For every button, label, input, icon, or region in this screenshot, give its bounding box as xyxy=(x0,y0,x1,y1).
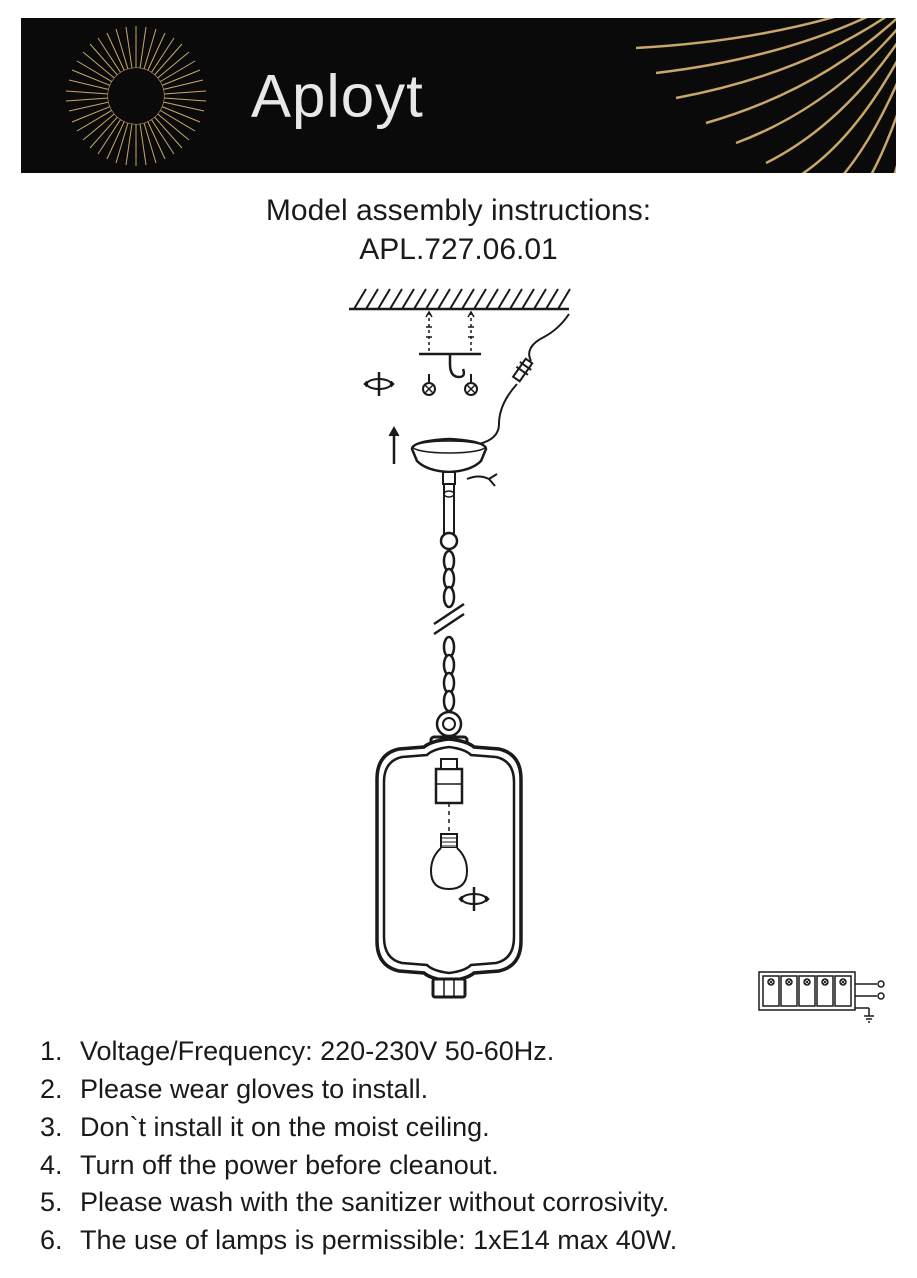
lamp-assembly-svg xyxy=(249,279,669,1039)
sunburst-right-icon xyxy=(636,18,896,173)
assembly-diagram xyxy=(0,279,917,1039)
title-line-1: Model assembly instructions: xyxy=(0,191,917,230)
sunburst-left-icon xyxy=(61,21,211,171)
instruction-item: Please wear gloves to install. xyxy=(40,1071,877,1109)
instruction-list: Voltage/Frequency: 220-230V 50-60Hz. Ple… xyxy=(40,1033,877,1260)
instruction-item: Turn off the power before cleanout. xyxy=(40,1147,877,1185)
title-block: Model assembly instructions: APL.727.06.… xyxy=(0,191,917,269)
instruction-item: Don`t install it on the moist ceiling. xyxy=(40,1109,877,1147)
instruction-item: Please wash with the sanitizer without c… xyxy=(40,1184,877,1222)
terminal-block-diagram xyxy=(757,964,887,1024)
instruction-item: The use of lamps is permissible: 1xE14 m… xyxy=(40,1222,877,1260)
brand-banner: Aployt xyxy=(21,18,896,173)
brand-name: Aployt xyxy=(251,61,424,130)
title-line-2: APL.727.06.01 xyxy=(0,230,917,269)
instruction-item: Voltage/Frequency: 220-230V 50-60Hz. xyxy=(40,1033,877,1071)
